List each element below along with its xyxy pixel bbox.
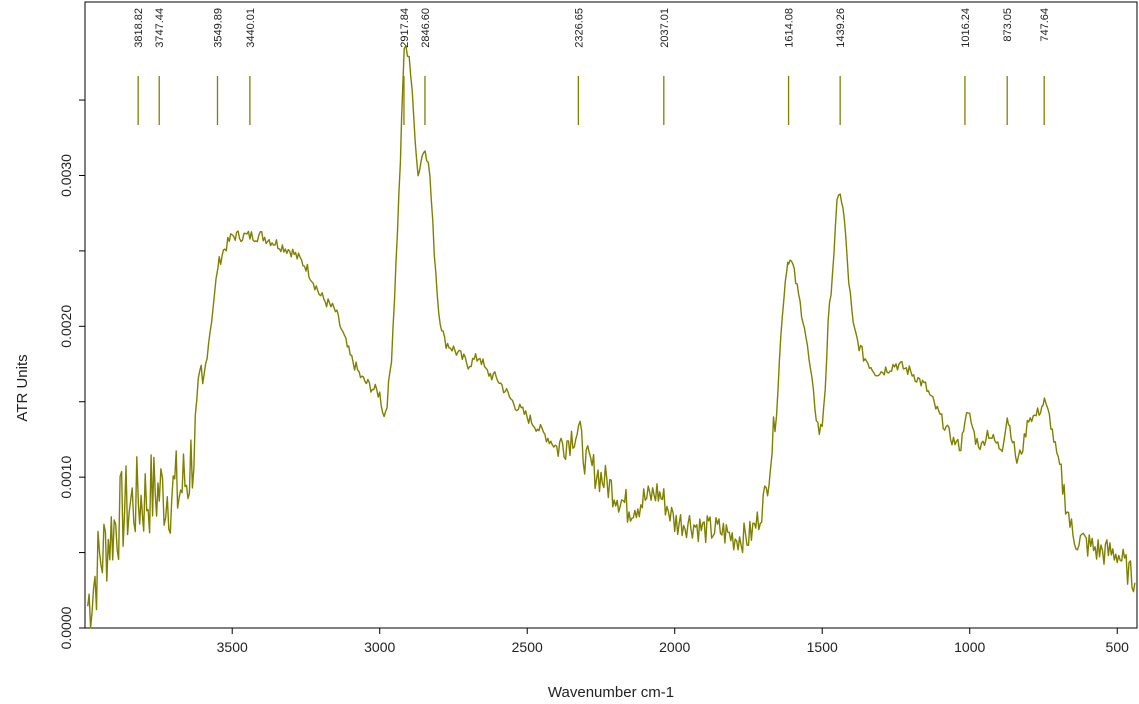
- x-tick-label: 1500: [807, 639, 838, 655]
- peak-label: 747.64: [1039, 8, 1051, 42]
- peak-label: 2326.65: [573, 8, 585, 48]
- peak-label: 2037.01: [659, 8, 671, 48]
- peak-label: 2917.84: [399, 8, 411, 48]
- y-tick-label: 0.0010: [58, 456, 74, 499]
- peak-label: 3549.89: [212, 8, 224, 48]
- x-tick-label: 3000: [364, 639, 395, 655]
- peak-label: 2846.60: [420, 8, 432, 48]
- x-axis: 3500 3000 2500 2000 1500 1000 500: [217, 628, 1129, 655]
- y-tick-label: 0.0030: [58, 154, 74, 197]
- plot-frame: [84, 1, 1138, 629]
- x-tick-label: 1000: [954, 639, 985, 655]
- x-axis-title: Wavenumber cm-1: [548, 684, 674, 701]
- x-tick-label: 2500: [512, 639, 543, 655]
- peak-markers: 3818.82 3747.44 3549.89 3440.01 2917.84 2846.…: [133, 8, 1051, 125]
- spectrum-line: [87, 45, 1136, 629]
- x-tick-label: 3500: [217, 639, 248, 655]
- peak-label: 3747.44: [154, 8, 166, 48]
- peak-label: 3440.01: [245, 8, 257, 48]
- y-tick-label: 0.0000: [58, 606, 74, 649]
- peak-label: 873.05: [1002, 8, 1014, 42]
- peak-label: 1439.26: [835, 8, 847, 48]
- x-tick-label: 2000: [659, 639, 690, 655]
- y-axis: 0.0000 0.0010 0.0020 0.0030: [58, 99, 85, 649]
- y-tick-label: 0.0020: [58, 305, 74, 348]
- peak-label: 1016.24: [960, 8, 972, 48]
- y-axis-title: ATR Units: [14, 354, 31, 421]
- peak-label: 1614.08: [784, 8, 796, 48]
- x-tick-label: 500: [1106, 639, 1130, 655]
- peak-label: 3818.82: [133, 8, 145, 48]
